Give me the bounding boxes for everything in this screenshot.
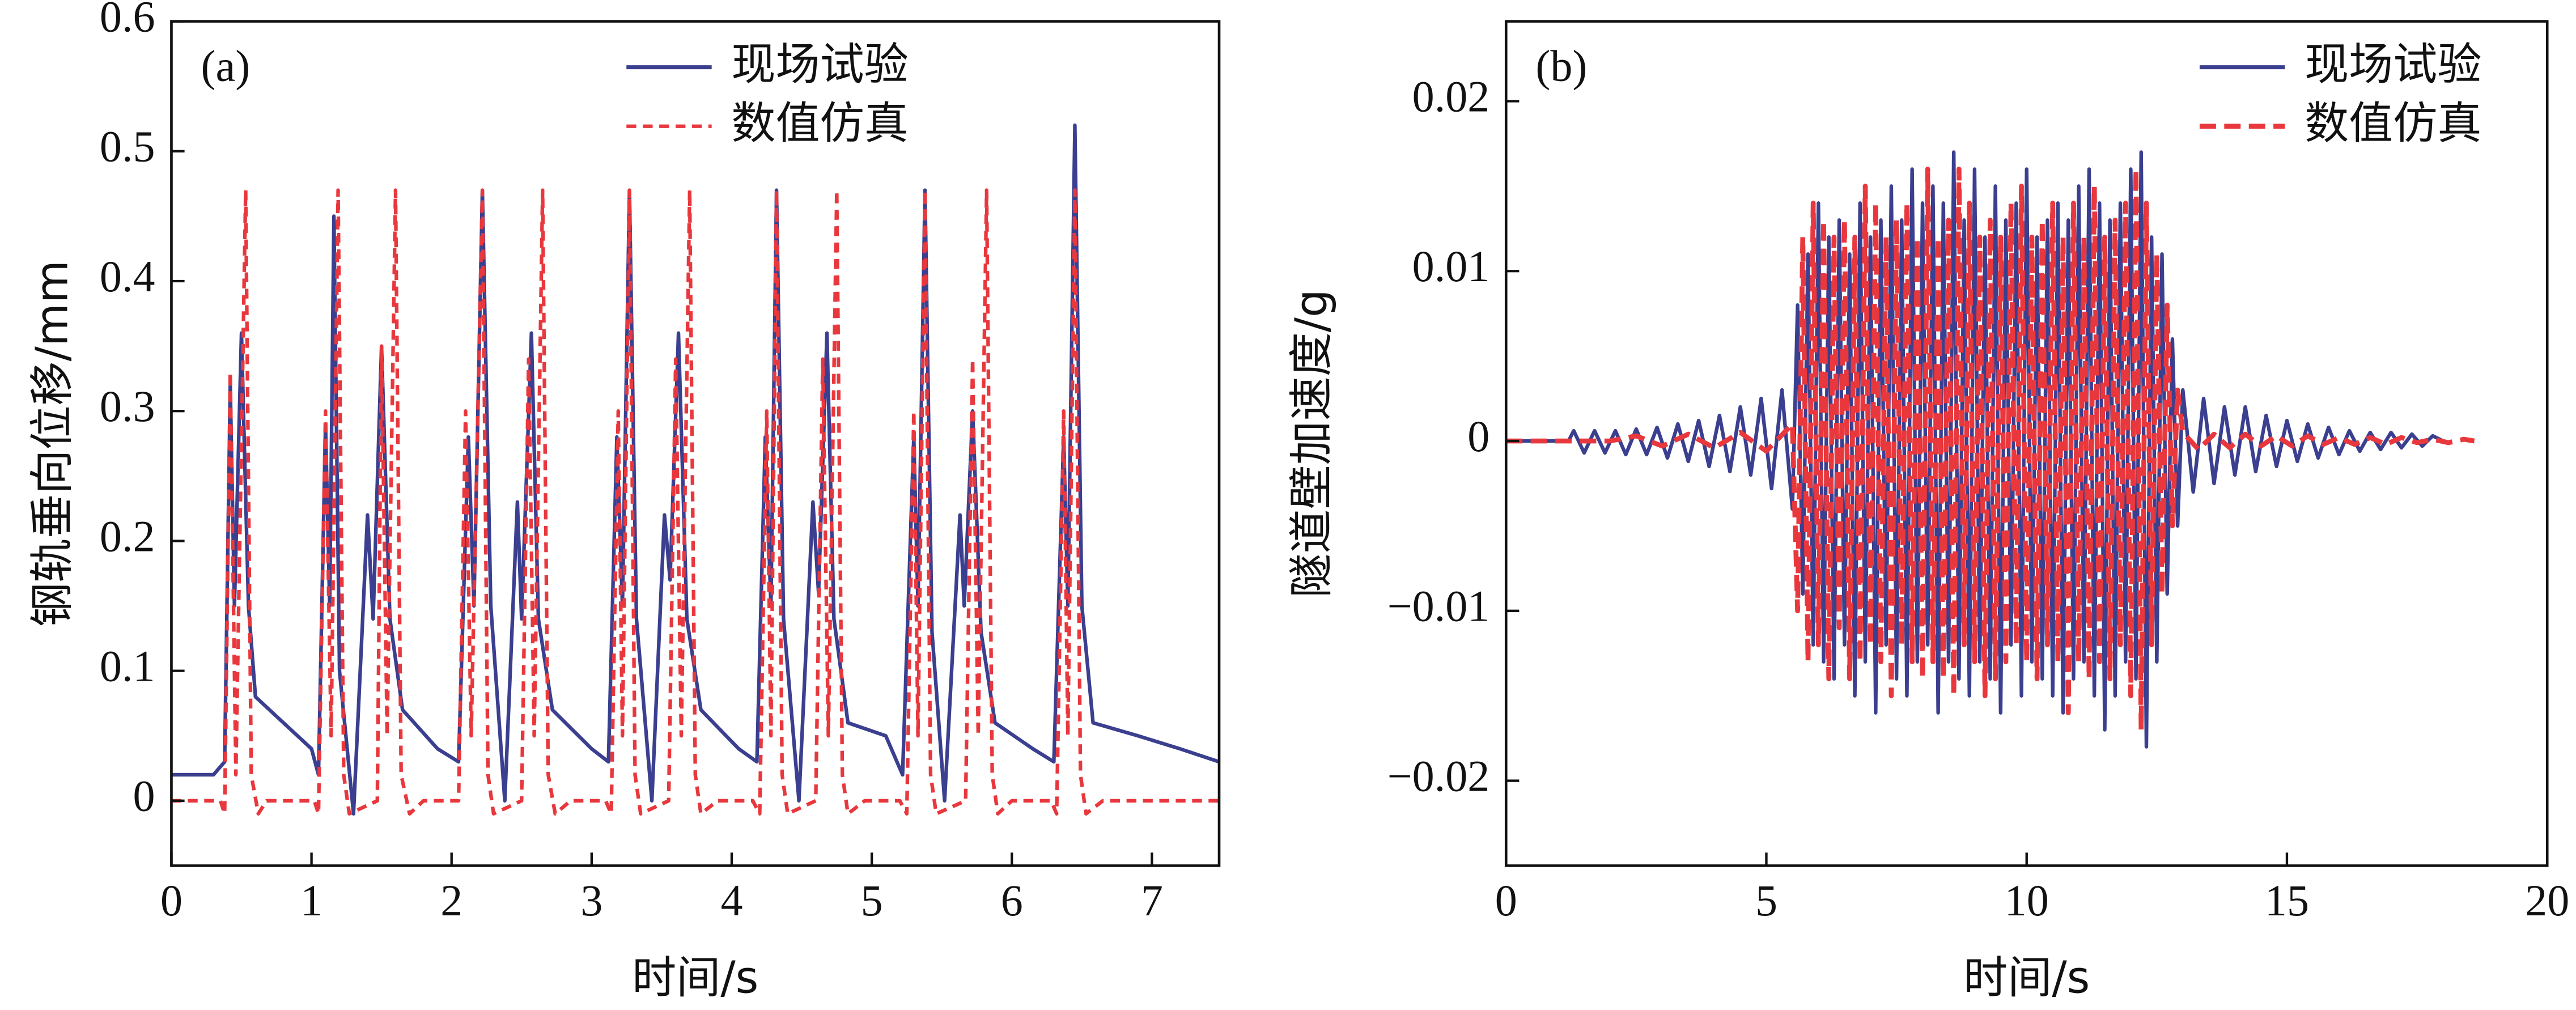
x-tick-label: 6 bbox=[1001, 876, 1023, 925]
y-tick-label: 0.2 bbox=[100, 511, 155, 561]
x-tick-label: 15 bbox=[2265, 876, 2309, 925]
x-tick-label: 7 bbox=[1141, 876, 1163, 925]
y-tick-label: 0.1 bbox=[100, 642, 155, 691]
x-tick-label: 5 bbox=[1755, 876, 1777, 925]
y-tick-label: 0 bbox=[133, 771, 155, 821]
legend-label: 数值仿真 bbox=[731, 98, 908, 149]
x-axis-label: 时间/s bbox=[1963, 952, 2090, 1003]
series-line bbox=[171, 188, 1219, 816]
y-tick-label: 0 bbox=[1467, 411, 1489, 461]
legend-label: 数值仿真 bbox=[2305, 98, 2481, 149]
y-tick-label: 0.01 bbox=[1412, 241, 1490, 291]
panel-annotation: (b) bbox=[1535, 41, 1587, 90]
series-line bbox=[171, 123, 1219, 816]
y-axis-label: 隧道壁加速度/g bbox=[1286, 289, 1337, 597]
y-tick-label: 0.02 bbox=[1412, 71, 1490, 121]
y-tick-label: −0.02 bbox=[1387, 751, 1490, 800]
x-tick-label: 10 bbox=[2005, 876, 2049, 925]
plot-frame bbox=[170, 20, 1221, 867]
panel-annotation: (a) bbox=[201, 41, 251, 90]
x-tick-label: 2 bbox=[440, 876, 462, 925]
x-tick-label: 3 bbox=[580, 876, 602, 925]
x-tick-label: 5 bbox=[861, 876, 883, 925]
y-tick-label: 0.6 bbox=[100, 0, 155, 41]
x-tick-label: 0 bbox=[1495, 876, 1517, 925]
x-tick-label: 0 bbox=[160, 876, 183, 925]
y-tick-label: 0.5 bbox=[100, 122, 155, 171]
x-tick-label: 4 bbox=[720, 876, 742, 925]
y-axis-label: 钢轨垂向位移/mm bbox=[27, 260, 78, 627]
legend-label: 现场试验 bbox=[2305, 39, 2481, 90]
x-tick-label: 20 bbox=[2525, 876, 2569, 925]
y-tick-label: 0.4 bbox=[100, 252, 155, 301]
x-axis-label: 时间/s bbox=[632, 952, 758, 1003]
y-tick-label: −0.01 bbox=[1387, 582, 1490, 631]
legend-label: 现场试验 bbox=[731, 39, 908, 90]
y-tick-label: 0.3 bbox=[100, 381, 155, 431]
series-line bbox=[1506, 167, 2475, 732]
x-tick-label: 1 bbox=[300, 876, 322, 925]
